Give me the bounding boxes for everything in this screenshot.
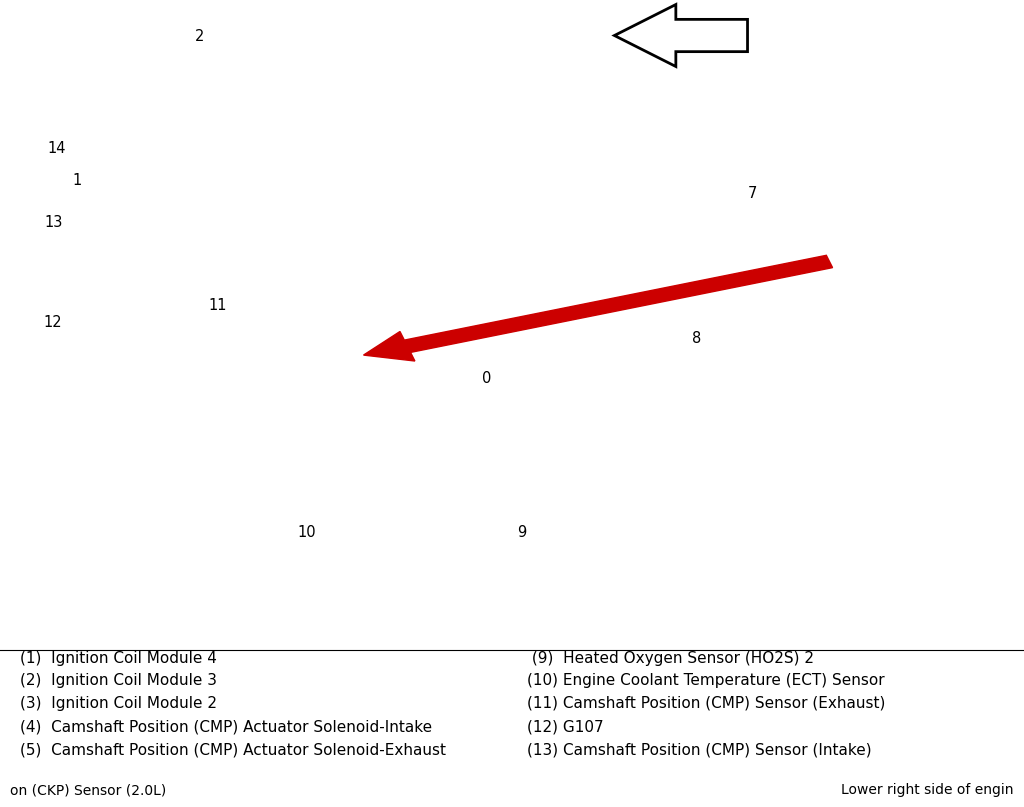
Text: (4)  Camshaft Position (CMP) Actuator Solenoid-Intake: (4) Camshaft Position (CMP) Actuator Sol… — [20, 719, 432, 734]
Text: 12: 12 — [44, 316, 62, 330]
FancyArrow shape — [364, 255, 833, 361]
Text: 8: 8 — [691, 332, 701, 346]
Text: 1: 1 — [72, 174, 82, 188]
Text: (13) Camshaft Position (CMP) Sensor (Intake): (13) Camshaft Position (CMP) Sensor (Int… — [527, 742, 872, 758]
Text: 10: 10 — [298, 525, 316, 540]
Text: 7: 7 — [748, 186, 758, 201]
Text: 14: 14 — [47, 141, 66, 156]
Text: 0: 0 — [481, 371, 492, 387]
Text: (10) Engine Coolant Temperature (ECT) Sensor: (10) Engine Coolant Temperature (ECT) Se… — [527, 673, 885, 688]
Text: 13: 13 — [44, 215, 62, 230]
Text: (5)  Camshaft Position (CMP) Actuator Solenoid-Exhaust: (5) Camshaft Position (CMP) Actuator Sol… — [20, 742, 446, 758]
Text: (12) G107: (12) G107 — [527, 719, 604, 734]
Text: (9)  Heated Oxygen Sensor (HO2S) 2: (9) Heated Oxygen Sensor (HO2S) 2 — [527, 651, 814, 666]
Text: (1)  Ignition Coil Module 4: (1) Ignition Coil Module 4 — [20, 651, 217, 666]
Text: 9: 9 — [517, 525, 527, 540]
Text: 11: 11 — [209, 298, 227, 313]
Text: Lower right side of engin: Lower right side of engin — [842, 783, 1014, 797]
Text: (2)  Ignition Coil Module 3: (2) Ignition Coil Module 3 — [20, 673, 217, 688]
Text: on (CKP) Sensor (2.0L): on (CKP) Sensor (2.0L) — [10, 783, 167, 797]
Text: (11) Camshaft Position (CMP) Sensor (Exhaust): (11) Camshaft Position (CMP) Sensor (Exh… — [527, 696, 886, 711]
Text: 2: 2 — [195, 29, 205, 44]
Text: (3)  Ignition Coil Module 2: (3) Ignition Coil Module 2 — [20, 696, 217, 711]
Polygon shape — [614, 5, 748, 66]
